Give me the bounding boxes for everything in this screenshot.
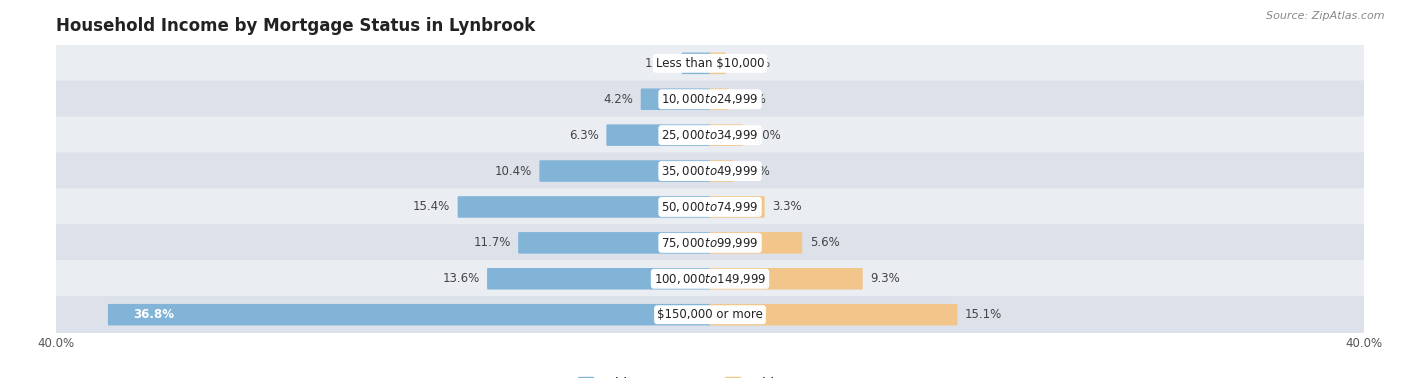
FancyBboxPatch shape bbox=[710, 160, 734, 182]
Legend: Without Mortgage, With Mortgage: Without Mortgage, With Mortgage bbox=[578, 376, 842, 378]
Text: 11.7%: 11.7% bbox=[474, 236, 510, 249]
Text: 1.7%: 1.7% bbox=[644, 57, 673, 70]
FancyBboxPatch shape bbox=[56, 116, 1364, 154]
FancyBboxPatch shape bbox=[56, 152, 1364, 190]
Text: 1.1%: 1.1% bbox=[737, 93, 766, 106]
Text: $25,000 to $34,999: $25,000 to $34,999 bbox=[661, 128, 759, 142]
FancyBboxPatch shape bbox=[641, 88, 710, 110]
Text: 15.1%: 15.1% bbox=[965, 308, 1002, 321]
Text: $150,000 or more: $150,000 or more bbox=[657, 308, 763, 321]
FancyBboxPatch shape bbox=[56, 188, 1364, 226]
FancyBboxPatch shape bbox=[519, 232, 710, 254]
Text: 36.8%: 36.8% bbox=[134, 308, 174, 321]
Text: 1.4%: 1.4% bbox=[741, 164, 770, 178]
FancyBboxPatch shape bbox=[682, 53, 710, 74]
Text: 10.4%: 10.4% bbox=[495, 164, 531, 178]
Text: 5.6%: 5.6% bbox=[810, 236, 839, 249]
Text: 2.0%: 2.0% bbox=[751, 129, 780, 142]
FancyBboxPatch shape bbox=[710, 124, 744, 146]
FancyBboxPatch shape bbox=[710, 196, 765, 218]
FancyBboxPatch shape bbox=[710, 304, 957, 325]
Text: Source: ZipAtlas.com: Source: ZipAtlas.com bbox=[1267, 11, 1385, 21]
FancyBboxPatch shape bbox=[486, 268, 710, 290]
FancyBboxPatch shape bbox=[710, 53, 725, 74]
FancyBboxPatch shape bbox=[458, 196, 710, 218]
FancyBboxPatch shape bbox=[710, 88, 728, 110]
FancyBboxPatch shape bbox=[710, 268, 863, 290]
Text: 9.3%: 9.3% bbox=[870, 272, 900, 285]
FancyBboxPatch shape bbox=[710, 232, 803, 254]
Text: 6.3%: 6.3% bbox=[569, 129, 599, 142]
FancyBboxPatch shape bbox=[108, 304, 710, 325]
Text: $75,000 to $99,999: $75,000 to $99,999 bbox=[661, 236, 759, 250]
Text: $100,000 to $149,999: $100,000 to $149,999 bbox=[654, 272, 766, 286]
Text: $50,000 to $74,999: $50,000 to $74,999 bbox=[661, 200, 759, 214]
Text: 3.3%: 3.3% bbox=[772, 200, 801, 214]
Text: $35,000 to $49,999: $35,000 to $49,999 bbox=[661, 164, 759, 178]
FancyBboxPatch shape bbox=[56, 81, 1364, 118]
Text: Less than $10,000: Less than $10,000 bbox=[655, 57, 765, 70]
FancyBboxPatch shape bbox=[540, 160, 710, 182]
FancyBboxPatch shape bbox=[56, 224, 1364, 262]
Text: Household Income by Mortgage Status in Lynbrook: Household Income by Mortgage Status in L… bbox=[56, 17, 536, 36]
Text: $10,000 to $24,999: $10,000 to $24,999 bbox=[661, 92, 759, 106]
Text: 0.93%: 0.93% bbox=[734, 57, 770, 70]
FancyBboxPatch shape bbox=[606, 124, 710, 146]
FancyBboxPatch shape bbox=[56, 296, 1364, 333]
Text: 13.6%: 13.6% bbox=[443, 272, 479, 285]
Text: 15.4%: 15.4% bbox=[413, 200, 450, 214]
FancyBboxPatch shape bbox=[56, 260, 1364, 297]
Text: 4.2%: 4.2% bbox=[603, 93, 633, 106]
FancyBboxPatch shape bbox=[56, 45, 1364, 82]
